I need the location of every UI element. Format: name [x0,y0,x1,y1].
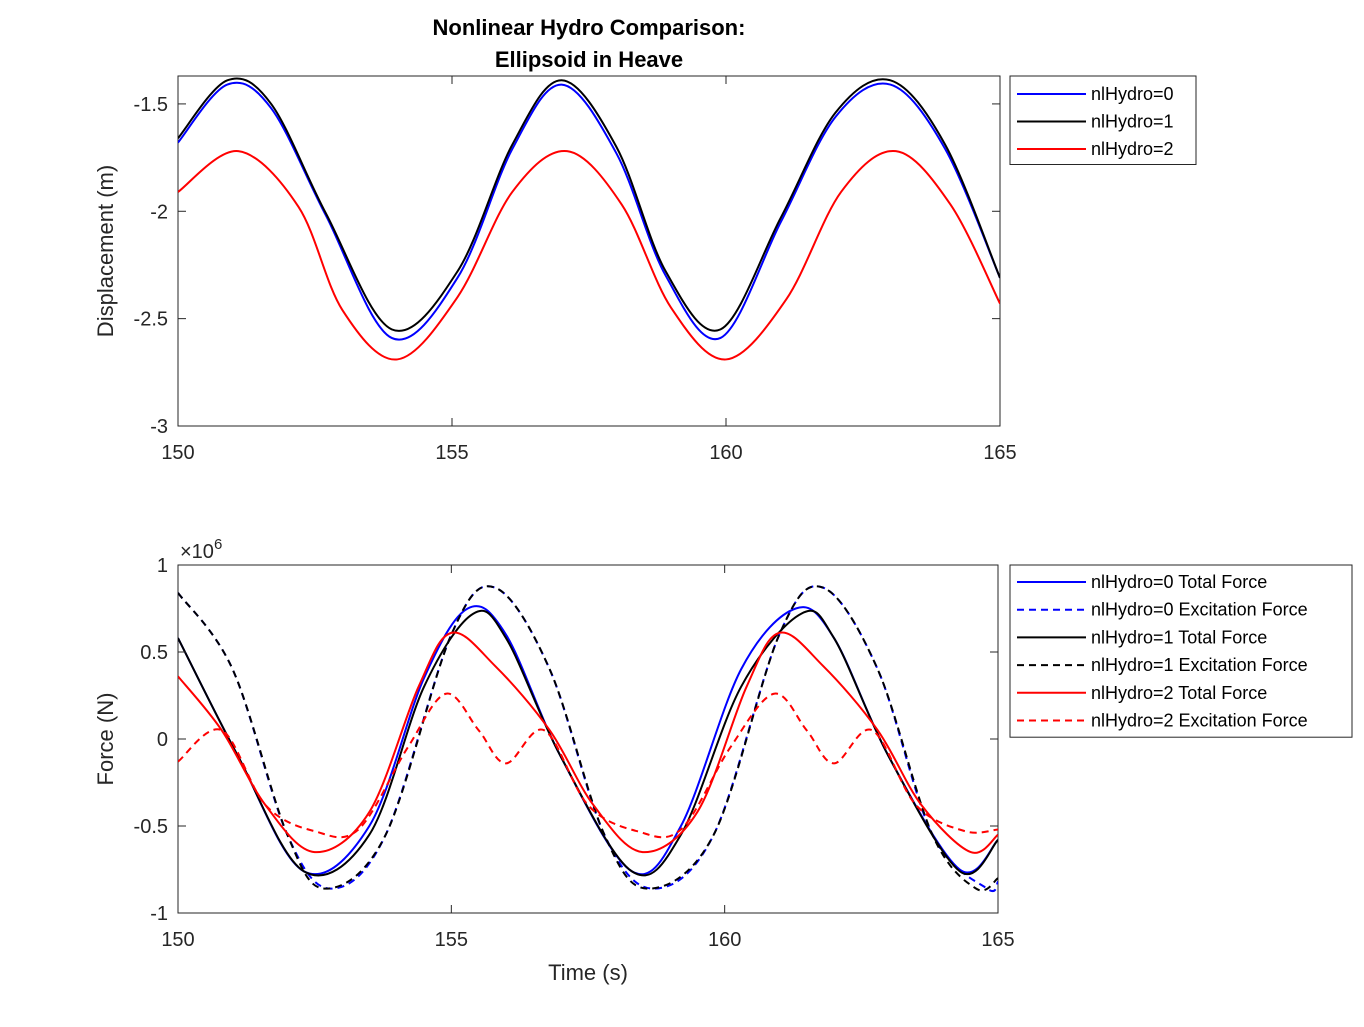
force-legend-entry-1: nlHydro=0 Excitation Force [1091,600,1308,620]
displacement-y-tick-label: -2.5 [134,309,168,331]
force-legend-entry-5: nlHydro=2 Excitation Force [1091,711,1308,731]
force-legend-entry-2: nlHydro=1 Total Force [1091,627,1267,647]
displacement-x-tick-label: 150 [161,442,194,464]
force-y-tick-label: 1 [157,555,168,577]
displacement-x-tick-label: 165 [983,442,1016,464]
force-series-line-4 [178,631,998,854]
displacement-y-tick-label: -2 [150,201,168,223]
force-x-tick-label: 160 [708,929,741,951]
displacement-legend-entry-2: nlHydro=2 [1091,139,1174,159]
displacement-series-line-2 [178,150,1000,361]
force-series-line-1 [178,585,998,893]
force-x-axis-label: Time (s) [548,960,628,985]
displacement-x-tick-label: 160 [709,442,742,464]
force-series-line-3 [178,585,998,892]
title-line-1: Nonlinear Hydro Comparison: [433,15,746,40]
force-x-tick-label: 165 [981,929,1014,951]
scale-factor-exponent: 6 [214,536,222,553]
displacement-axes [177,75,1001,427]
force-y-tick-label: 0 [157,729,168,751]
displacement-ticks: 150 155 160 165 -3 -2.5 -2 -1.5 [134,76,1017,464]
force-y-axis-label: Force (N) [93,693,118,786]
force-legend-entry-4: nlHydro=2 Total Force [1091,683,1267,703]
force-y-tick-label: -0.5 [134,816,168,838]
force-legend-entry-3: nlHydro=1 Excitation Force [1091,655,1308,675]
displacement-y-tick-label: -3 [150,416,168,438]
displacement-legend-entry-1: nlHydro=1 [1091,112,1174,132]
scale-factor-base: ×10 [180,541,214,563]
force-legend-entry-0: nlHydro=0 Total Force [1091,572,1267,592]
displacement-plot: Nonlinear Hydro Comparison: Ellipsoid in… [93,15,1197,464]
displacement-legend-entry-0: nlHydro=0 [1091,84,1174,104]
force-series-line-2 [178,609,998,877]
displacement-series-group [178,77,1000,361]
force-axes [177,564,999,914]
force-series-group [178,585,998,893]
force-x-tick-label: 155 [435,929,468,951]
force-y-tick-label: -1 [150,903,168,925]
force-legend-box [1009,564,1353,738]
displacement-legend: nlHydro=0 nlHydro=1 nlHydro=2 [1009,75,1197,165]
force-series-line-5 [178,692,998,839]
force-ticks: 150 155 160 165 -1 -0.5 0 0.5 1 [134,555,1015,951]
force-y-tick-label: 0.5 [140,642,168,664]
force-plot: ×106 150 155 160 165 -1 -0.5 0 0.5 1 Force (N) T… [93,536,1353,985]
displacement-series-line-1 [178,77,1000,332]
title-line-2: Ellipsoid in Heave [495,47,683,72]
displacement-x-tick-label: 155 [435,442,468,464]
force-legend: nlHydro=0 Total Force nlHydro=0 Excitatio… [1009,564,1353,738]
displacement-y-axis-label: Displacement (m) [93,165,118,337]
force-x-tick-label: 150 [161,929,194,951]
displacement-y-tick-label: -1.5 [134,94,168,116]
force-scale-factor: ×106 [180,536,222,563]
